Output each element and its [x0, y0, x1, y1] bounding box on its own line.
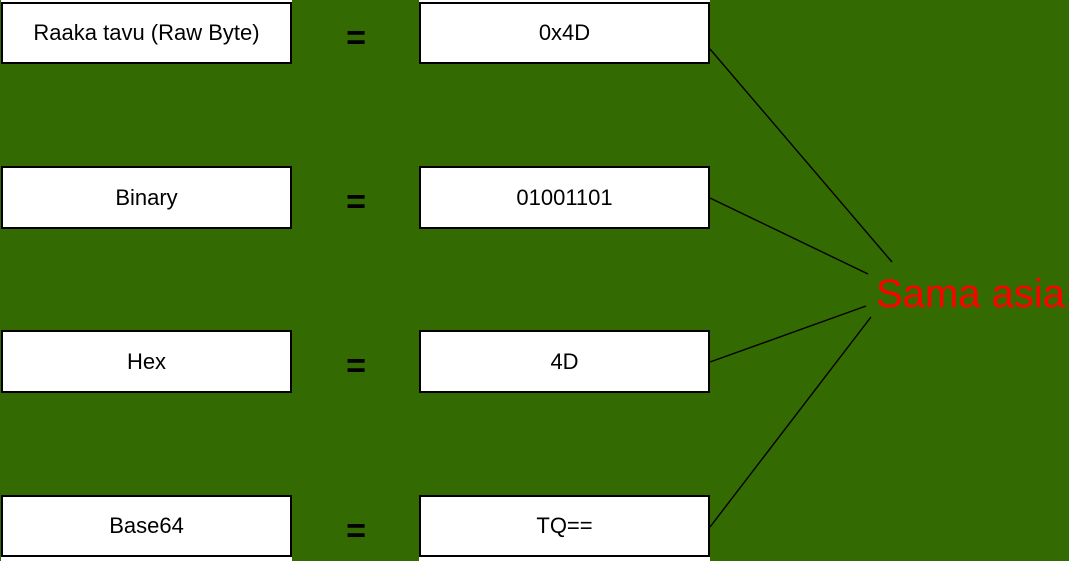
value-box-binary: 01001101: [419, 166, 710, 229]
label-text-hex: Hex: [126, 348, 167, 374]
equals-sign-raw-byte: =: [330, 2, 382, 64]
box-overflow-strip: [419, 557, 710, 561]
label-text-binary: Binary: [115, 184, 178, 210]
label-text-raw-byte: Raaka tavu (Raw Byte): [33, 20, 260, 45]
value-box-raw-byte: 0x4D: [419, 2, 710, 64]
equals-sign-hex: =: [330, 330, 382, 393]
equals-text: =: [346, 183, 366, 221]
label-box-hex: Hex: [1, 330, 292, 393]
label-box-raw-byte: Raaka tavu (Raw Byte): [1, 2, 292, 64]
annotation-text: Sama asia!: [876, 272, 1069, 316]
equals-text: =: [346, 511, 366, 550]
connector-line-hex: [709, 305, 867, 363]
value-text-hex: 4D: [550, 348, 579, 374]
box-overflow-strip: [1, 557, 292, 561]
connector-line-base64: [709, 316, 872, 528]
box-overflow-strip: [1, 0, 292, 2]
equals-text: =: [346, 347, 366, 385]
annotation-sama-asia: Sama asia!: [876, 272, 1069, 316]
value-text-base64: TQ==: [536, 513, 593, 538]
label-box-binary: Binary: [1, 166, 292, 229]
equals-sign-base64: =: [330, 495, 382, 557]
connector-line-binary: [709, 197, 869, 275]
value-text-raw-byte: 0x4D: [538, 20, 591, 45]
equals-sign-binary: =: [330, 166, 382, 229]
equals-text: =: [346, 18, 366, 57]
label-box-base64: Base64: [1, 495, 292, 557]
box-overflow-strip: [419, 0, 710, 2]
value-box-base64: TQ==: [419, 495, 710, 557]
connector-line-raw-byte: [709, 48, 893, 263]
label-text-base64: Base64: [109, 513, 184, 538]
value-text-binary: 01001101: [516, 184, 613, 210]
value-box-hex: 4D: [419, 330, 710, 393]
